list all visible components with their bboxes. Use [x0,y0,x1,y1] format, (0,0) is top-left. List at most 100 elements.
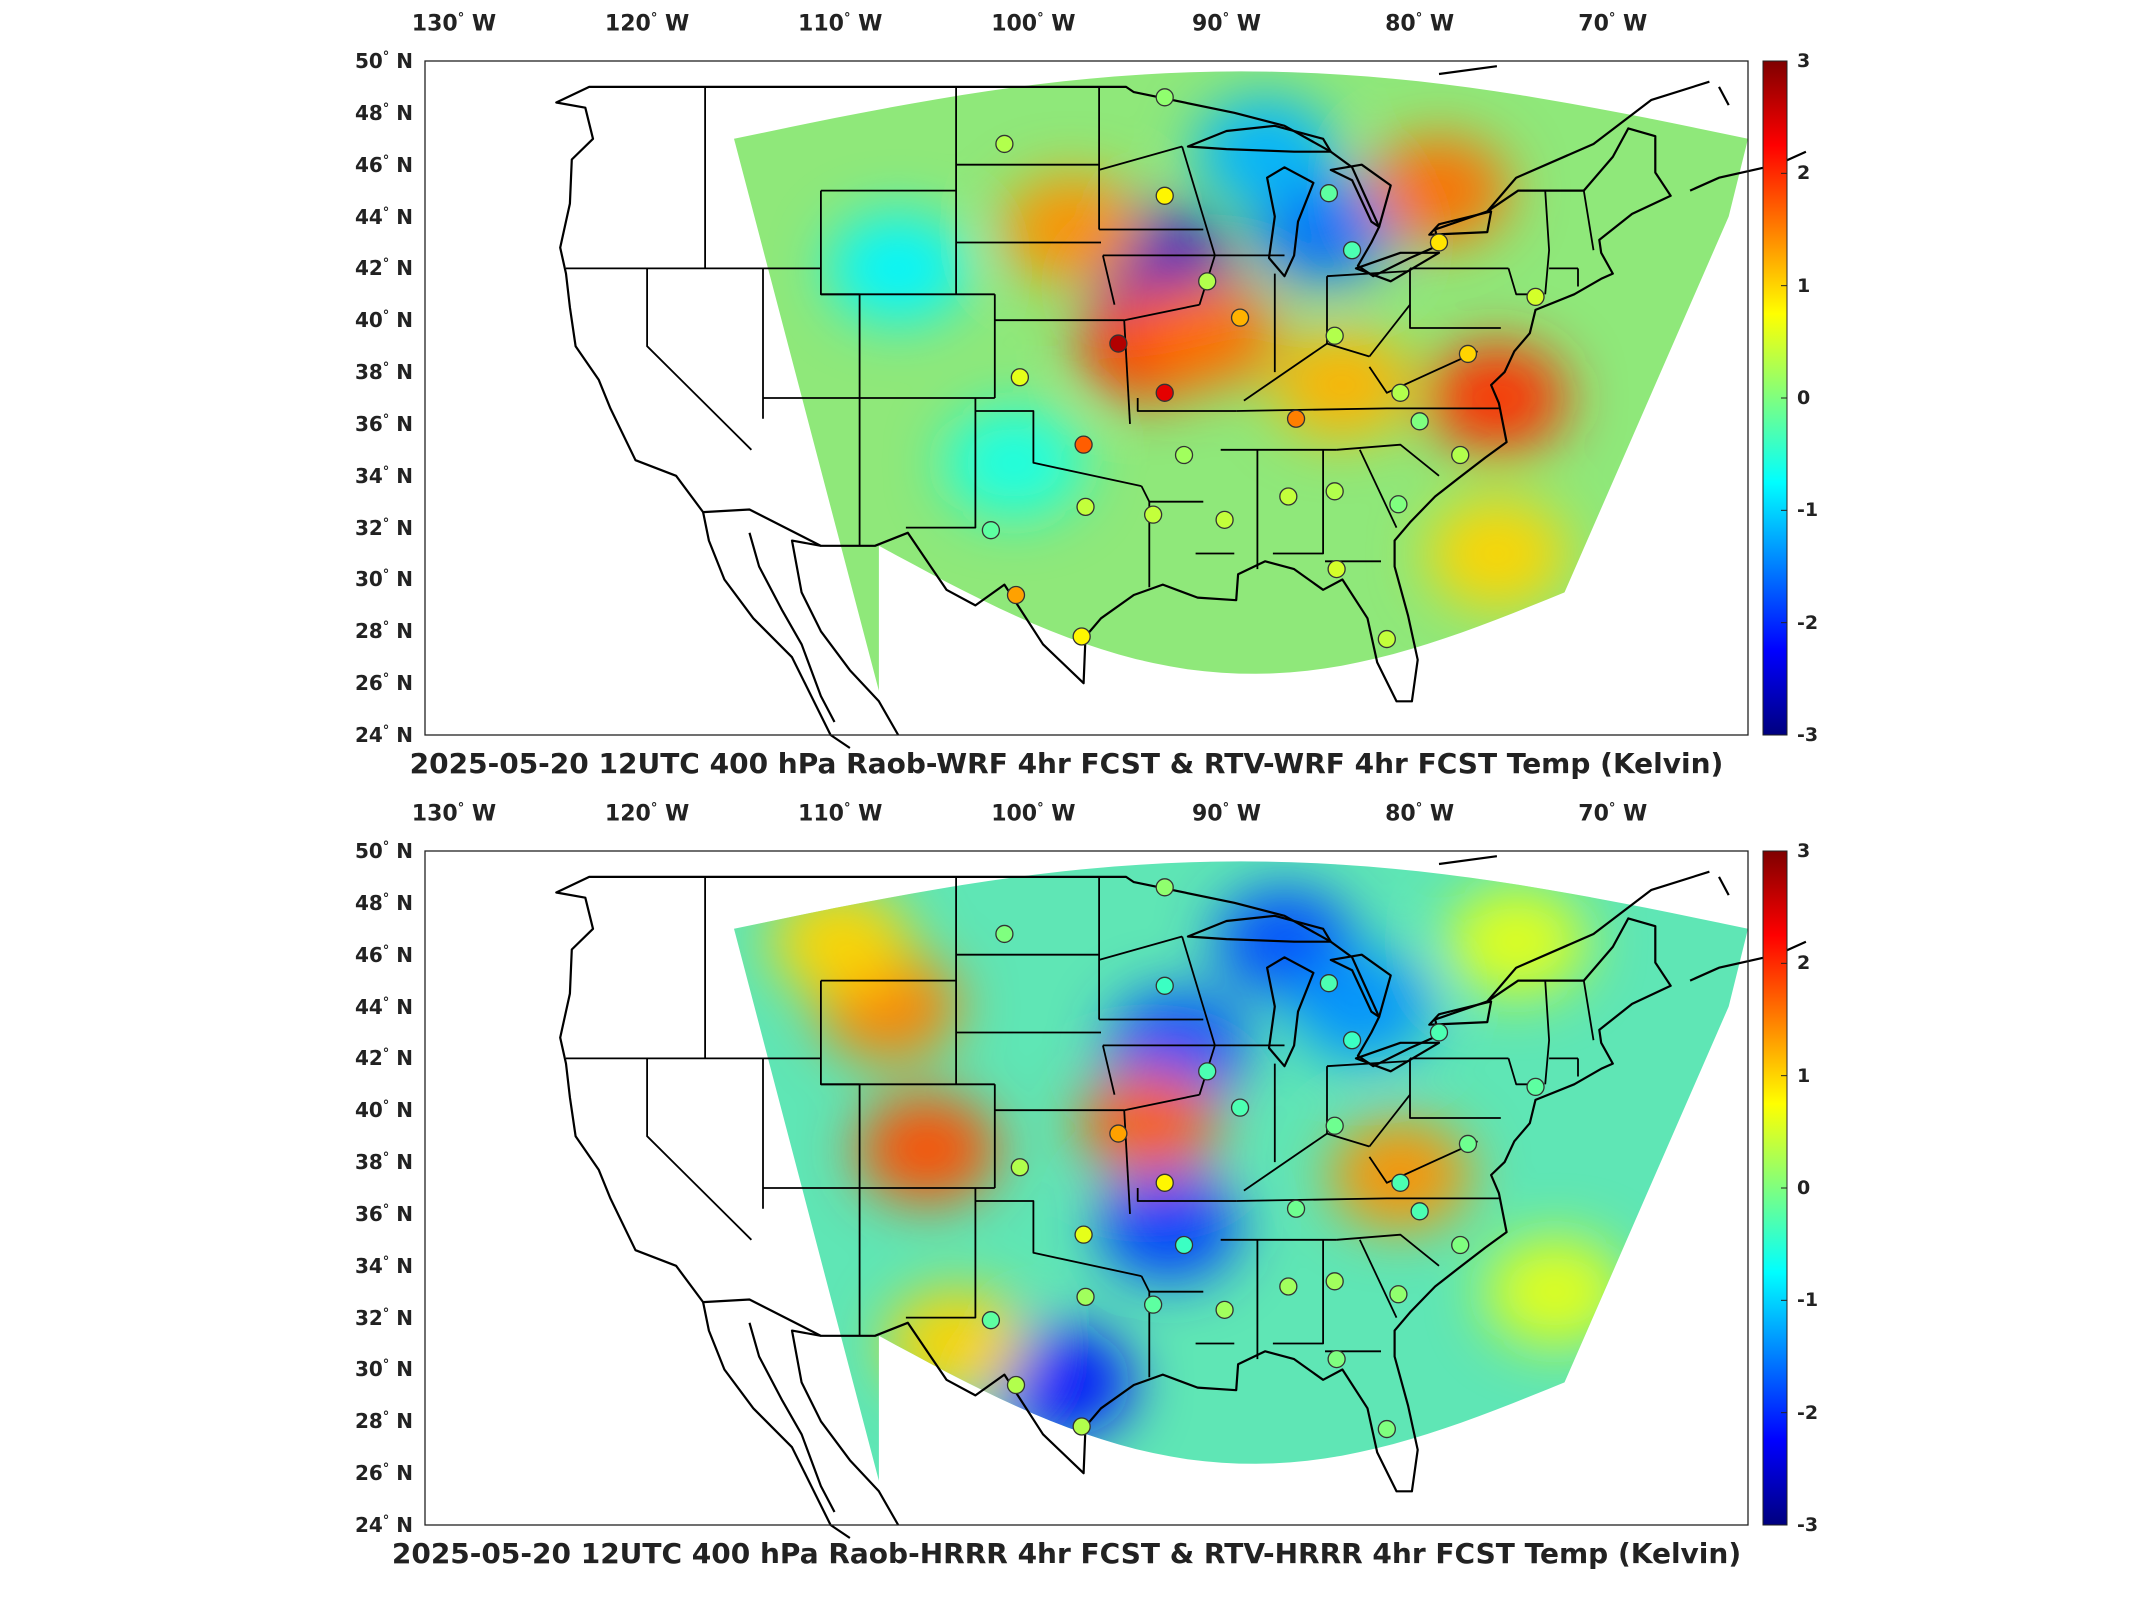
latitude-label: 26° N [354,671,413,696]
latitude-label: 24° N [354,723,413,747]
field-anomaly [1137,278,1278,389]
station-marker [1458,344,1478,364]
station-marker [995,924,1014,944]
station-marker [1319,184,1339,203]
station-marker [1155,383,1174,402]
latitude-label: 38° N [354,360,413,385]
longitude-label: 120° W [604,11,690,37]
station-marker [1174,445,1194,465]
field-anomaly [944,407,1085,518]
longitude-label: 110° W [798,801,883,827]
station-marker [1174,1235,1194,1255]
field-anomaly [1195,96,1336,207]
station-marker [1215,510,1234,529]
colorbar-tick-label: 2 [1797,952,1811,975]
station-marker [1377,629,1396,649]
station-marker [1327,1349,1346,1369]
latitude-label: 42° N [354,256,413,281]
station-marker [1526,1077,1545,1097]
station-marker [1410,412,1429,431]
colorbar-tick-label: 3 [1797,50,1811,72]
station-marker [981,1311,1001,1330]
longitude-label: 130° W [411,801,497,827]
latitude-label: 38° N [354,1150,413,1175]
station-marker [1325,1272,1344,1291]
station-marker [1109,334,1128,353]
latitude-label: 34° N [354,463,413,488]
map-frame [424,60,1749,736]
latitude-label: 30° N [354,1357,413,1382]
station-marker [1377,1419,1396,1439]
temperature-field [734,71,1748,691]
station-marker [1410,1202,1429,1221]
longitude-label: 100° W [991,11,1076,37]
longitude-label: 80° W [1385,11,1455,37]
station-marker [1143,1295,1163,1314]
station-marker [1391,1173,1410,1192]
panel-title: 2025-05-20 12UTC 400 hPa Raob-WRF 4hr FC… [409,747,1724,780]
field-anomaly [1484,1236,1625,1347]
station-marker [1109,1124,1128,1143]
station-marker [1389,495,1408,514]
station-marker [1143,505,1163,524]
station-marker [981,521,1001,540]
latitude-label: 50° N [354,839,413,863]
station-marker [1155,88,1174,107]
field-anomaly [1098,1171,1239,1282]
station-marker [1286,409,1306,428]
station-marker [995,134,1014,154]
field-anomaly [1446,886,1587,997]
station-marker [1155,186,1174,205]
map-frame [424,850,1749,1526]
station-marker [1006,1375,1026,1395]
station-marker [1325,482,1344,501]
station-marker [1325,326,1344,345]
station-marker [1010,1158,1030,1177]
station-marker [1391,383,1410,402]
colorbar-tick-label: 1 [1797,1064,1811,1087]
raob-stations [981,878,1545,1439]
station-marker [1010,368,1030,387]
field-anomaly [1291,951,1432,1062]
latitude-label: 36° N [354,1201,413,1226]
station-marker [1072,627,1091,646]
colorbar-tick-label: -2 [1797,1401,1819,1424]
station-marker [1342,241,1362,260]
panel-title: 2025-05-20 12UTC 400 hPa Raob-HRRR 4hr F… [391,1537,1742,1570]
colorbar-tick-label: 3 [1797,840,1811,862]
latitude-label: 46° N [354,942,413,967]
longitude-label: 90° W [1191,11,1262,37]
map-svg [424,60,1807,749]
colorbar-tick-label: 0 [1797,387,1811,409]
longitude-label: 110° W [798,11,883,37]
station-marker [1230,308,1250,327]
station-marker [1429,233,1449,252]
field-anomaly [1368,135,1509,246]
latitude-label: 40° N [354,1098,413,1123]
station-marker [1319,974,1339,993]
station-marker [1526,287,1545,307]
station-marker [1279,1277,1298,1296]
station-marker [1074,435,1093,454]
station-marker [1155,1173,1174,1192]
colorbar-tick-label: -2 [1797,611,1819,634]
station-marker [1230,1098,1250,1117]
station-marker [1451,445,1470,465]
field-anomaly [857,1094,998,1205]
station-marker [1006,585,1026,605]
station-marker [1076,497,1095,517]
colorbar-tick-label: 1 [1797,274,1811,297]
colorbar-tick-label: 2 [1797,162,1811,185]
longitude-label: 90° W [1191,801,1262,827]
latitude-label: 46° N [354,152,413,177]
latitude-label: 30° N [354,567,413,592]
raob-stations [981,88,1545,649]
station-marker [1155,878,1174,897]
station-marker [1451,1235,1470,1255]
station-marker [1215,1300,1234,1319]
colorbar-tick-label: -1 [1797,499,1819,522]
station-marker [1327,559,1346,579]
latitude-label: 28° N [354,619,413,644]
colorbar-tick-label: -3 [1797,724,1819,746]
latitude-label: 24° N [354,1513,413,1537]
